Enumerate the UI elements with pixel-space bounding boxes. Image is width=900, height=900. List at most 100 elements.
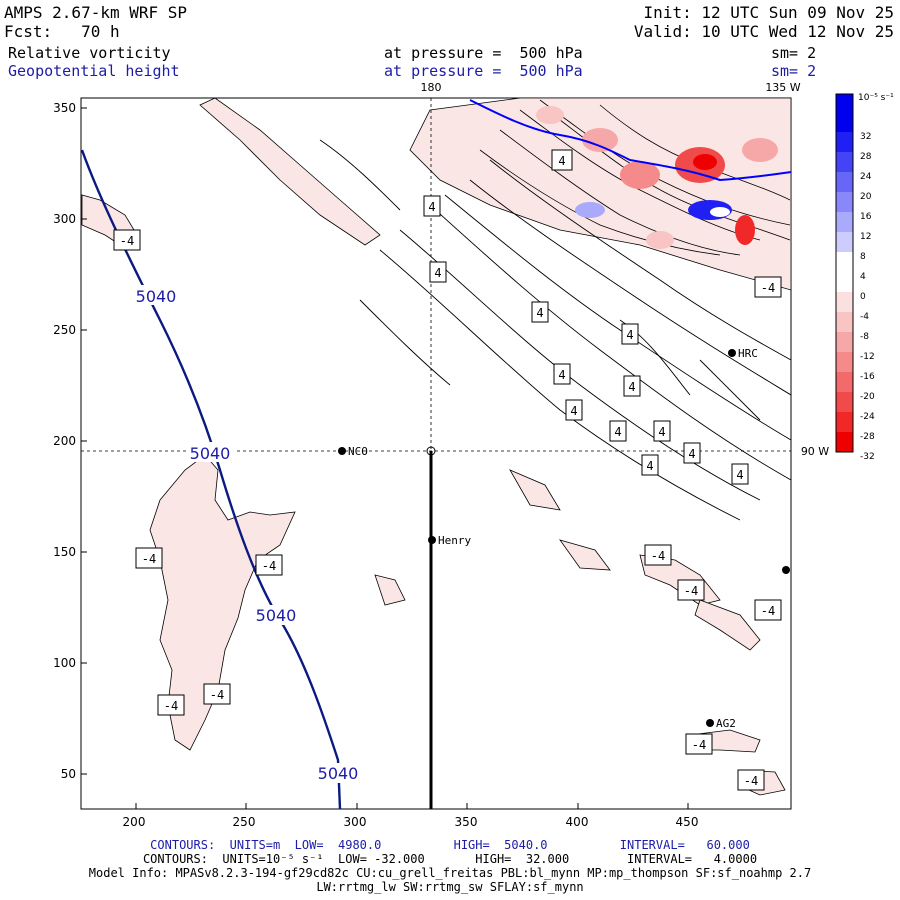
colorbar-band [836, 372, 853, 392]
colorbar-band [836, 172, 853, 192]
vorticity-labels: -4 -4 -4 -4 -4 -4 -4 -4 -4 -4 -4 -4 4 4 … [113, 149, 782, 791]
vorticity-label: -4 [210, 688, 224, 702]
meridian-135w-label: 135 W [765, 81, 800, 94]
field2-smoothing: sm= 2 [771, 62, 817, 80]
colorbar-tick-label: 4 [860, 272, 866, 282]
x-tick-label: 450 [676, 815, 699, 829]
geopotential-5040-contour [81, 149, 342, 809]
colorbar-tick-label: 32 [860, 132, 871, 142]
x-tick-label: 250 [233, 815, 256, 829]
colorbar-band [836, 132, 853, 152]
vorticity-label: -4 [692, 738, 706, 752]
station-label: NCO [348, 445, 368, 458]
station-dot [428, 536, 436, 544]
x-axis: 200 250 300 350 400 450 [123, 803, 699, 829]
colorbar-tick-label: 8 [860, 252, 866, 262]
station-dot [706, 719, 714, 727]
x-tick-label: 350 [455, 815, 478, 829]
colorbar-band [836, 252, 853, 272]
colorbar-tick-label: -16 [860, 372, 875, 382]
vorticity-label: 4 [688, 447, 695, 461]
y-tick-label: 100 [53, 656, 76, 670]
colorbar-band [836, 112, 853, 132]
vorticity-label: 4 [614, 425, 621, 439]
vorticity-label: -4 [761, 604, 775, 618]
vorticity-label: 4 [628, 380, 635, 394]
vorticity-contour-lines [319, 139, 791, 521]
station-label: HRC [738, 347, 758, 360]
colorbar-unit-label: 10⁻⁵ s⁻¹ [858, 93, 894, 103]
y-tick-label: 350 [53, 101, 76, 115]
y-tick-label: 200 [53, 434, 76, 448]
colorbar-tick-label: -20 [860, 392, 875, 402]
footer-contours-height: CONTOURS: UNITS=m LOW= 4980.0 HIGH= 5040… [150, 838, 750, 852]
vorticity-label: -4 [651, 549, 665, 563]
init-time: Init: 12 UTC Sun 09 Nov 25 [643, 3, 894, 22]
colorbar-tick-label: -32 [860, 452, 875, 462]
model-title: AMPS 2.67-km WRF SP [4, 3, 188, 22]
field2-name: Geopotential height [8, 62, 180, 80]
y-tick-label: 250 [53, 323, 76, 337]
colorbar-band [836, 432, 853, 452]
colorbar: 32 28 24 20 16 12 8 4 0 -4 -8 -12 -16 -20 -24 -28 -32 [835, 93, 875, 462]
station-label: Henry [438, 534, 471, 547]
stations: NCO Henry HRC AG2 [338, 347, 790, 730]
vorticity-label: -4 [142, 552, 156, 566]
vorticity-label: -4 [120, 234, 134, 248]
field1-name: Relative vorticity [8, 44, 171, 62]
station-dot [728, 349, 736, 357]
colorbar-band [836, 272, 853, 292]
shade-small-2 [559, 539, 611, 571]
shade-ne-field [409, 98, 791, 291]
colorbar-tick-label: -12 [860, 352, 875, 362]
shade-se-2 [694, 599, 761, 651]
colorbar-tick-label: -4 [860, 312, 869, 322]
geopotential-labels: 5040 5040 5040 5040 [132, 285, 362, 783]
vorticity-label: 4 [434, 266, 441, 280]
meridian-90w-label: 90 W [801, 445, 829, 458]
vorticity-label: 4 [558, 368, 565, 382]
colorbar-tick-label: 20 [860, 192, 872, 202]
coastline [469, 99, 791, 182]
vorticity-label: -4 [684, 584, 698, 598]
pole-marker [426, 446, 436, 456]
colorbar-tick-label: 24 [860, 172, 872, 182]
vorticity-label: -4 [262, 559, 276, 573]
colorbar-band [836, 212, 853, 232]
field2-level: at pressure = 500 hPa [384, 62, 583, 80]
colorbar-tick-label: -24 [860, 412, 875, 422]
geopotential-label: 5040 [256, 606, 297, 625]
colorbar-tick-label: 28 [860, 152, 872, 162]
colorbar-band [836, 232, 853, 252]
vorticity-label: -4 [164, 699, 178, 713]
colorbar-tick-label: 0 [860, 292, 866, 302]
y-axis: 50 100 150 200 250 300 350 [53, 101, 87, 781]
colorbar-band [836, 392, 853, 412]
colorbar-tick-label: 12 [860, 232, 871, 242]
strong-vorticity-blobs [536, 106, 778, 249]
field1-level: at pressure = 500 hPa [384, 44, 583, 62]
shade-west-large [149, 454, 296, 751]
vorticity-label: 4 [658, 425, 665, 439]
colorbar-outline [835, 93, 854, 453]
footer-model-info: Model Info: MPASv8.2.3-194-gf29cd82c CU:… [88, 866, 812, 880]
colorbar-tick-label: -8 [860, 332, 869, 342]
negative-vorticity-shading [81, 98, 791, 796]
shade-small-1 [374, 574, 406, 606]
colorbar-band [836, 332, 853, 352]
vorticity-label: 4 [558, 154, 565, 168]
colorbar-top-band [836, 94, 853, 112]
colorbar-tick-label: 16 [860, 212, 872, 222]
geopotential-label: 5040 [190, 444, 231, 463]
vorticity-label: 4 [736, 468, 743, 482]
forecast-hour: Fcst: 70 h [4, 22, 120, 41]
colorbar-band [836, 352, 853, 372]
station-dot [338, 447, 346, 455]
meridian-180-label: 180 [421, 81, 442, 94]
valid-time: Valid: 10 UTC Wed 12 Nov 25 [633, 22, 894, 41]
station-dot [782, 566, 790, 574]
vorticity-label: 4 [646, 459, 653, 473]
colorbar-tick-label: -28 [860, 432, 875, 442]
footer-physics: LW:rrtmg_lw SW:rrtmg_sw SFLAY:sf_mynn [316, 880, 584, 894]
